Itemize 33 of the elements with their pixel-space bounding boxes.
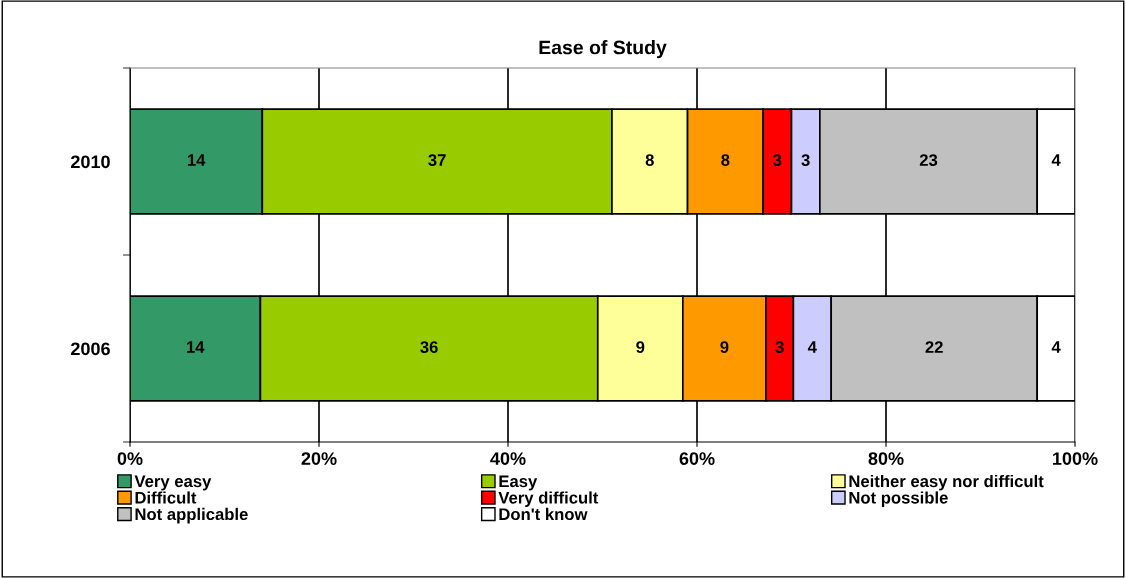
data-label: 22 bbox=[925, 341, 943, 353]
legend-label: Don't know bbox=[499, 507, 588, 521]
data-label: 14 bbox=[187, 154, 206, 166]
legend-label: Not possible bbox=[849, 491, 948, 507]
x-tick-label: 0% bbox=[117, 452, 143, 465]
x-tick-label: 20% bbox=[301, 452, 337, 465]
data-label: 3 bbox=[775, 341, 784, 353]
chart-title: Ease of Study bbox=[539, 40, 667, 59]
data-label: 37 bbox=[428, 154, 446, 166]
legend-label: Very easy bbox=[134, 475, 212, 491]
data-label: 8 bbox=[645, 154, 654, 166]
legend-label: Neither easy nor difficult bbox=[849, 474, 1044, 491]
data-label: 23 bbox=[919, 154, 938, 166]
data-label: 8 bbox=[721, 154, 730, 166]
data-label: 4 bbox=[807, 341, 817, 353]
x-tick-label: 40% bbox=[490, 452, 526, 465]
data-label: 9 bbox=[720, 341, 729, 353]
data-label: 3 bbox=[801, 154, 810, 166]
data-label: 4 bbox=[1051, 154, 1061, 166]
data-label: 3 bbox=[773, 154, 782, 166]
data-label: 9 bbox=[636, 341, 645, 353]
data-label: 36 bbox=[420, 341, 438, 353]
data-label: 4 bbox=[1051, 341, 1061, 353]
legend-label: Difficult bbox=[135, 491, 197, 504]
data-label: 14 bbox=[186, 341, 205, 353]
legend-label: Very difficult bbox=[498, 491, 599, 507]
y-tick-label: 2006 bbox=[71, 342, 110, 356]
x-tick-label: 100% bbox=[1053, 452, 1098, 465]
x-tick-label: 60% bbox=[679, 452, 715, 465]
x-tick-label: 80% bbox=[868, 452, 904, 465]
y-tick-label: 2010 bbox=[71, 155, 110, 169]
legend-label: Easy bbox=[499, 475, 538, 491]
legend-label: Not applicable bbox=[135, 507, 248, 524]
